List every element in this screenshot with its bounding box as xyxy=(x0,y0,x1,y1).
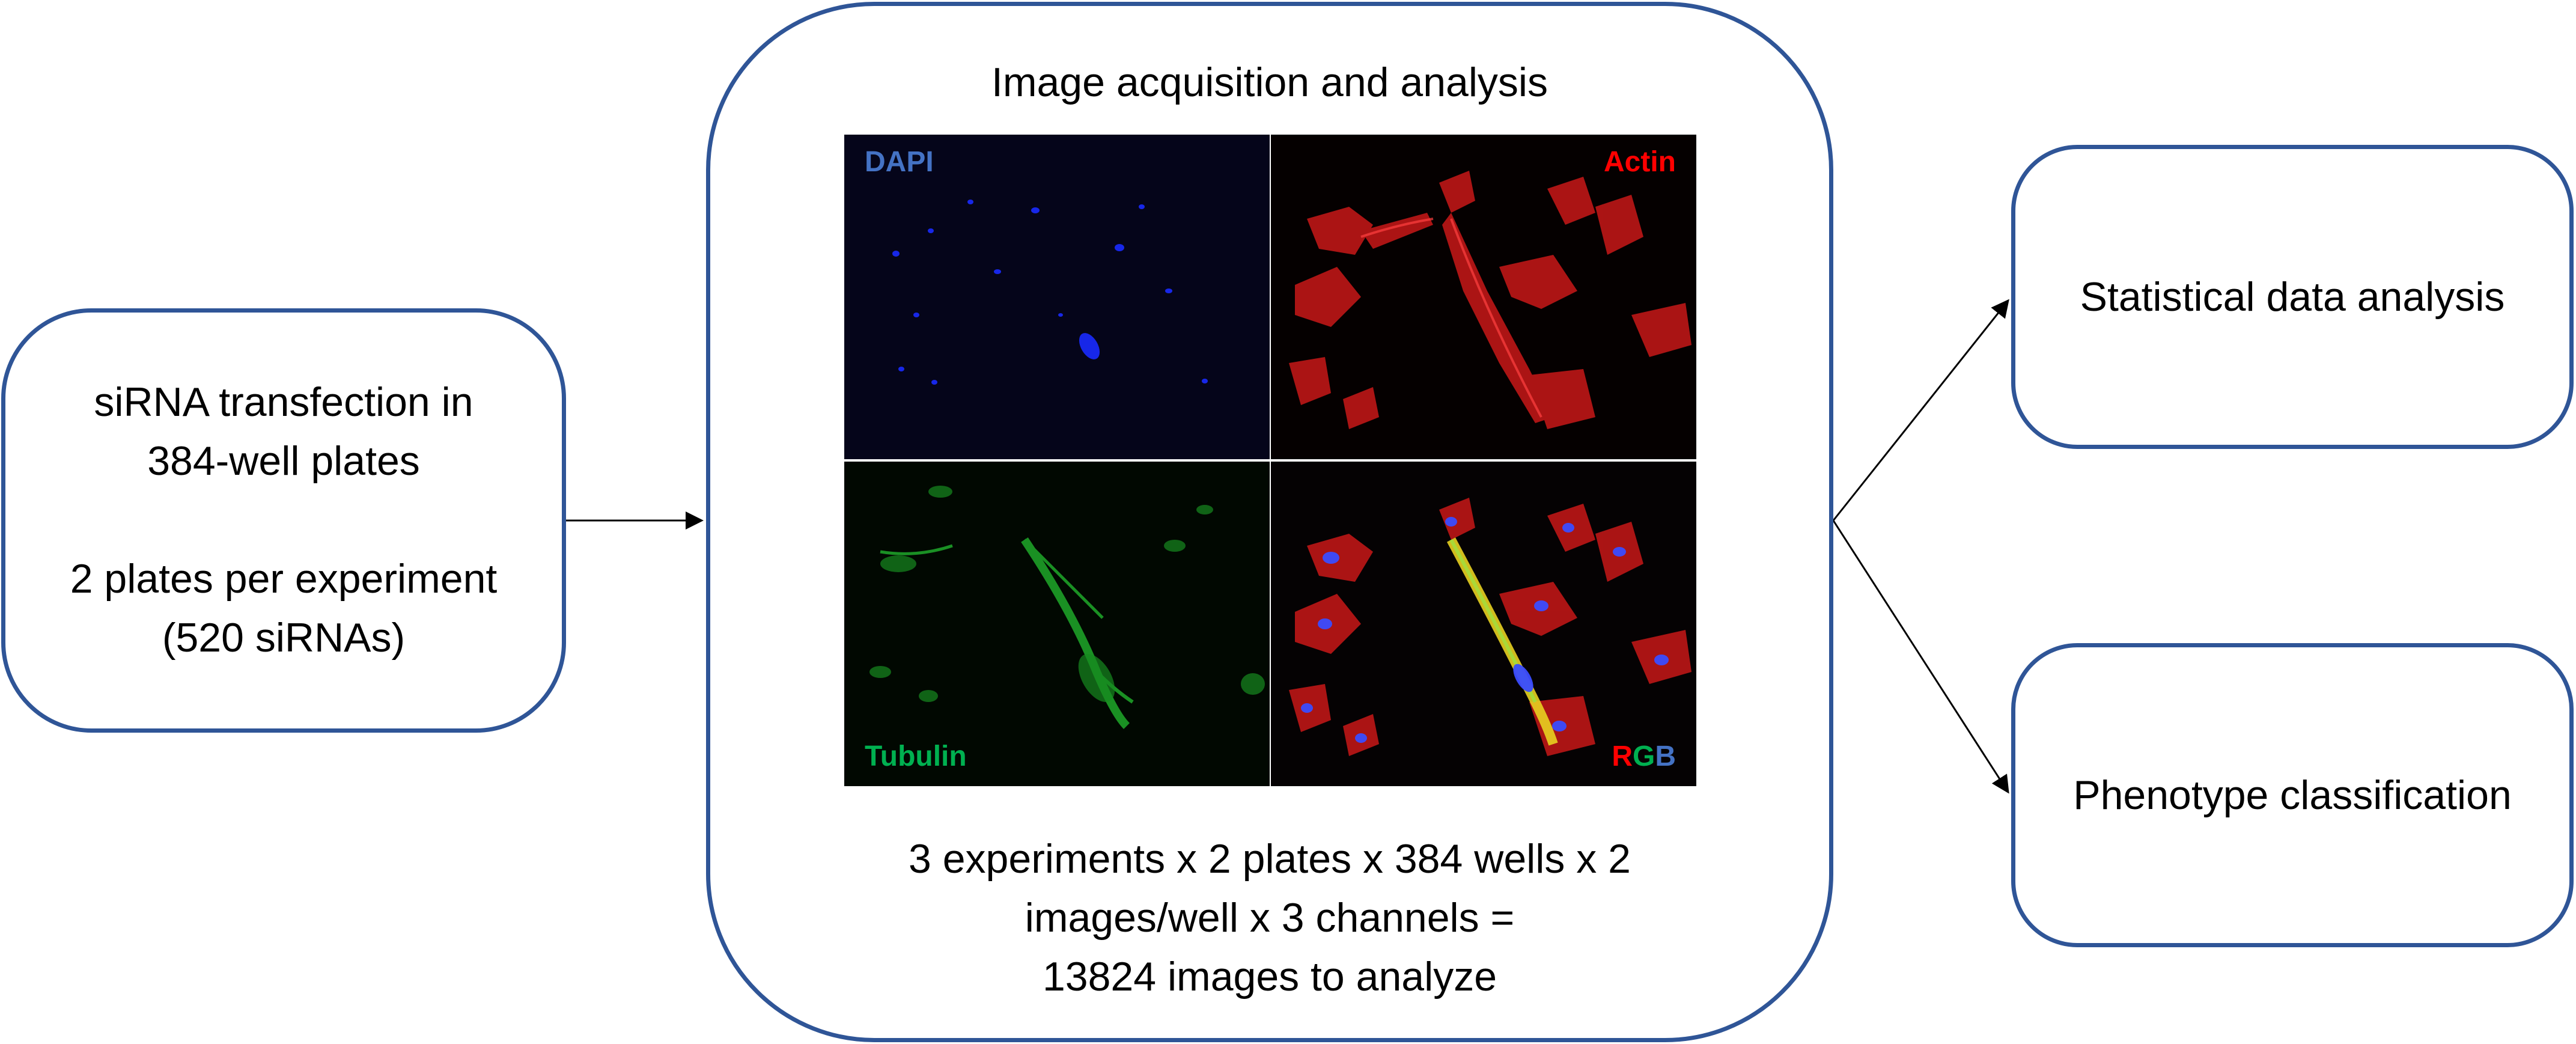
phenotype-box: Phenotype classification xyxy=(2011,643,2574,947)
arrow-acquisition-to-phenotype xyxy=(1832,520,2009,794)
transfection-line-2: 384-well plates xyxy=(147,438,420,484)
dapi-label: DAPI xyxy=(865,146,934,178)
transfection-text: siRNA transfection in 384-well plates 2 … xyxy=(5,373,562,667)
rgb-label: RGB xyxy=(1612,740,1676,773)
actin-panel: Actin xyxy=(1271,135,1696,459)
caption-line-3: 13824 images to analyze xyxy=(1042,954,1497,1000)
acquisition-title: Image acquisition and analysis xyxy=(991,60,1548,105)
actin-cells-image xyxy=(1289,171,1691,429)
dapi-panel: DAPI xyxy=(844,135,1270,459)
rgb-label-r: R xyxy=(1612,740,1633,772)
tubulin-label: Tubulin xyxy=(865,740,967,772)
caption-line-1: 3 experiments x 2 plates x 384 wells x 2 xyxy=(909,836,1631,882)
rgb-label-b: B xyxy=(1655,740,1676,772)
rgb-label-g: G xyxy=(1632,740,1655,772)
statistics-title: Statistical data analysis xyxy=(2080,274,2505,320)
transfection-line-3: 2 plates per experiment xyxy=(70,556,498,602)
tubulin-panel: Tubulin xyxy=(844,462,1270,786)
dapi-nuclei-image xyxy=(892,200,1208,385)
phenotype-title: Phenotype classification xyxy=(2073,772,2512,818)
acquisition-caption: 3 experiments x 2 plates x 384 wells x 2… xyxy=(710,829,1829,1006)
rgb-merged-image xyxy=(1289,498,1691,756)
transfection-box: siRNA transfection in 384-well plates 2 … xyxy=(1,308,566,733)
arrow-acquisition-to-statistics xyxy=(1832,299,2009,521)
tubulin-cells-image xyxy=(869,486,1265,729)
actin-label: Actin xyxy=(1604,146,1676,178)
transfection-line-4: (520 siRNAs) xyxy=(162,615,406,661)
statistics-box: Statistical data analysis xyxy=(2011,145,2574,449)
micrograph-grid: DAPI Actin xyxy=(844,135,1696,786)
transfection-line-1: siRNA transfection in xyxy=(94,379,473,425)
caption-line-2: images/well x 3 channels = xyxy=(1025,895,1515,941)
rgb-panel: RGB xyxy=(1271,462,1696,786)
